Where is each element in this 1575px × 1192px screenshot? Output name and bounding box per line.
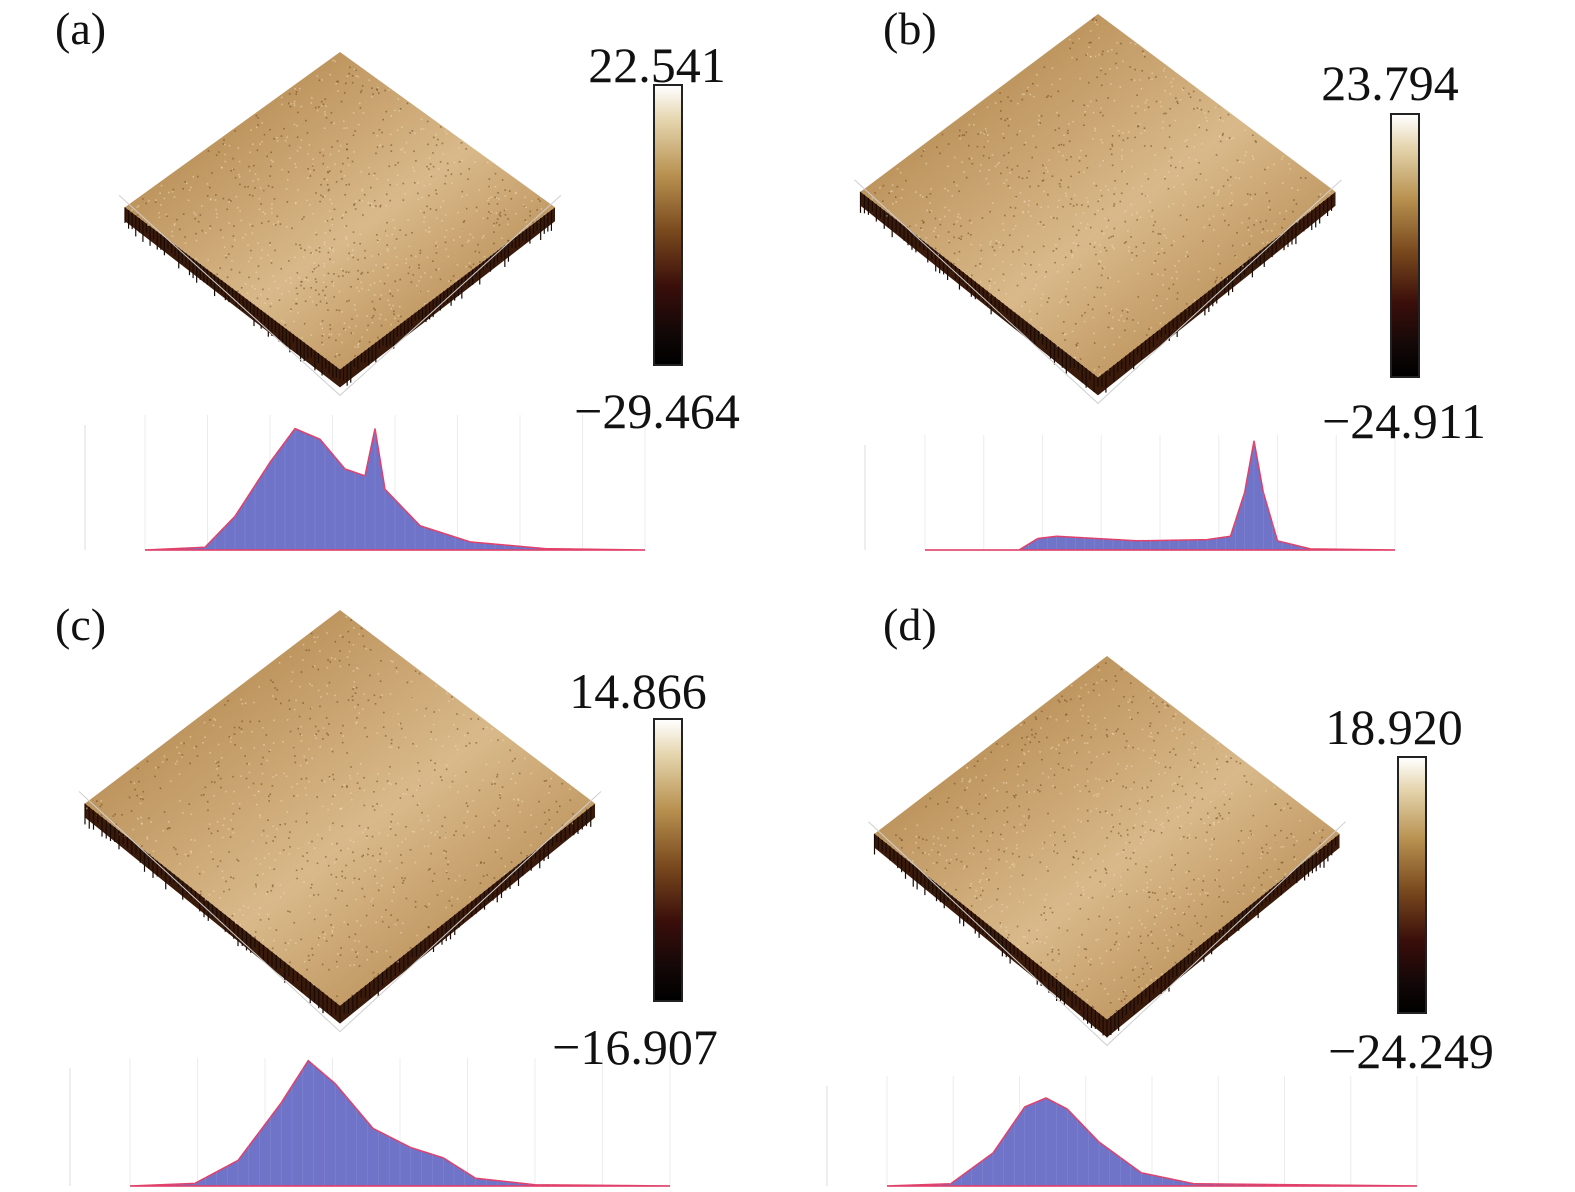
surface-plot: [868, 656, 1346, 1047]
histogram-area: [886, 1097, 1418, 1187]
surface-plot: [78, 610, 602, 1033]
axis-frame: [118, 194, 562, 397]
axis-frame: [78, 791, 602, 1033]
colorbar-min-label: −24.911: [1322, 393, 1486, 449]
histogram-area: [925, 440, 1396, 551]
axis-frame: [854, 179, 1342, 405]
afm-3d-surface: [69, 610, 671, 1187]
surface-plot: [854, 14, 1342, 405]
surface-texture: [895, 662, 1329, 1012]
afm-3d-surface: [854, 14, 1396, 551]
colorbar: [1390, 113, 1420, 378]
colorbar-max-label: 23.794: [1321, 55, 1459, 111]
colorbar-max-label: 18.920: [1325, 699, 1463, 755]
colorbar-min-label: −24.249: [1328, 1023, 1494, 1079]
panel-d: (d) 18.920 −24.249: [787, 596, 1574, 1192]
panel-a: (a) 22.541 −29.464: [0, 0, 787, 596]
histogram-area: [144, 427, 646, 551]
surface-texture: [128, 59, 548, 360]
colorbar-max-label: 14.866: [569, 663, 707, 719]
surface-top: [85, 610, 595, 1006]
surface-top: [860, 14, 1336, 378]
surface-top: [125, 52, 555, 370]
colorbar: [1397, 756, 1427, 1014]
panel-label: (d): [883, 599, 937, 650]
height-histogram: [69, 1058, 671, 1187]
surface-texture: [86, 616, 588, 997]
height-histogram: [84, 415, 646, 551]
panel-label: (a): [55, 3, 107, 54]
surface-edge-spikes: [84, 803, 592, 1021]
panel-c: (c) 14.866 −16.907: [0, 596, 787, 1192]
afm-3d-surface: [826, 656, 1418, 1187]
panel-b: (b) 23.794 −24.911: [787, 0, 1574, 596]
panel-label: (b): [883, 3, 937, 54]
histogram-area: [129, 1059, 671, 1187]
afm-3d-surface: [84, 52, 646, 551]
axis-frame: [868, 821, 1346, 1047]
colorbar-min-label: −29.464: [574, 383, 740, 439]
colorbar: [653, 718, 683, 1002]
panel-label: (c): [55, 599, 107, 650]
height-histogram: [864, 435, 1396, 551]
colorbar-min-label: −16.907: [552, 1019, 718, 1075]
colorbar: [653, 84, 683, 366]
height-histogram: [826, 1076, 1418, 1187]
colorbar-max-label: 22.541: [588, 37, 726, 93]
surface-plot: [118, 52, 562, 397]
